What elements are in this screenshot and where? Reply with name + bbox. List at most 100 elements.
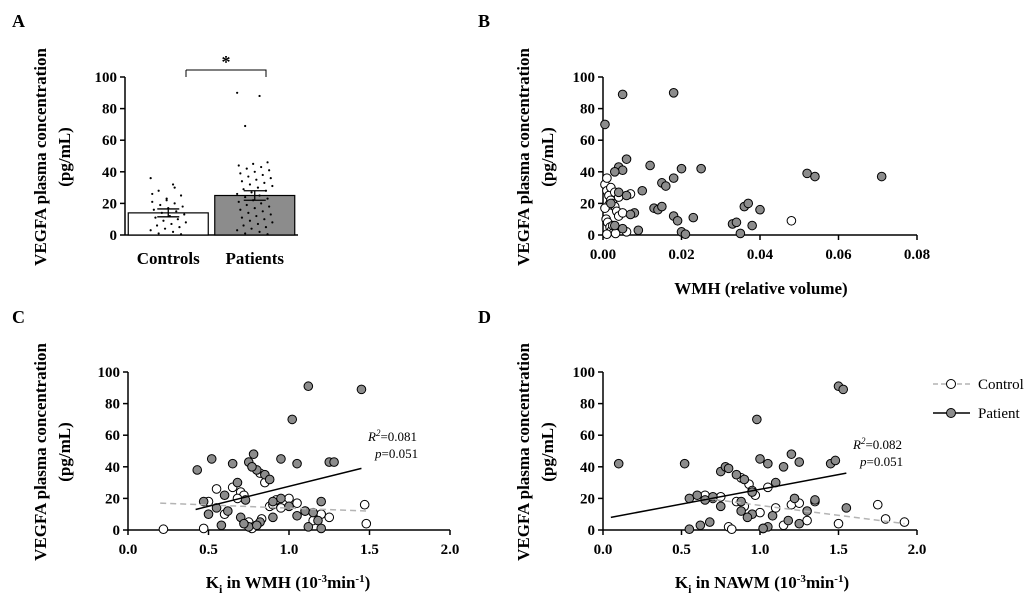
legend: Control Patient (933, 377, 1024, 422)
panel-d-letter: D (478, 307, 491, 327)
patient-point (794, 457, 805, 467)
control-point (602, 173, 612, 183)
patient-point (219, 490, 230, 501)
patient-point (227, 458, 238, 469)
bar-controls-point (151, 192, 154, 196)
patient-point (841, 503, 852, 513)
patient-point (731, 469, 742, 480)
panel-d-xlabel-sup2: -1 (834, 573, 843, 585)
bar-patients-point (248, 183, 252, 186)
bar-patients-point (247, 175, 250, 178)
patient-point (239, 518, 249, 529)
patient-point (668, 173, 679, 183)
bar-controls-point (157, 189, 160, 192)
panel-b-x-tick-label: 0.08 (904, 247, 930, 263)
bar-patients-point (255, 214, 258, 218)
control-point (786, 215, 797, 226)
legend-patient-label: Patient (978, 406, 1020, 422)
bar-controls-point (159, 203, 162, 207)
patient-point (723, 463, 734, 474)
control-trend-line (160, 502, 367, 512)
patient-point (731, 217, 742, 228)
bar-patients-point (266, 197, 269, 200)
panel-a-y-tick-label: 80 (102, 102, 117, 118)
panel-c-x-tick-label: 1.5 (360, 542, 379, 558)
panel-d-x-tick-label: 2.0 (908, 542, 927, 558)
panel-c-xlabel-end: min (327, 573, 356, 592)
bar-patients-point (266, 233, 269, 236)
bar-patients-point (237, 200, 240, 203)
bar-patients-point (252, 162, 255, 165)
patient-point (794, 518, 805, 529)
patient-point (838, 384, 849, 395)
patient-point (268, 512, 278, 523)
panel-d-p-annotation: p=0.051 (859, 454, 903, 469)
patient-point (248, 449, 259, 459)
bar-patients-point (247, 211, 250, 214)
panel-b-letter: B (478, 11, 490, 31)
bar-patients-point (268, 169, 271, 172)
bar-controls-point (163, 227, 167, 230)
panel-d-axes: 0 20 40 60 80 100 0.0 0.5 1.0 1.5 2.0 (573, 365, 927, 558)
patient-point (198, 496, 209, 507)
bar-patients-point (248, 219, 252, 222)
panel-b-y-tick-label: 80 (580, 102, 595, 118)
patient-point (223, 506, 233, 516)
bar-controls-point (171, 183, 175, 186)
panel-b-y-tick-label: 60 (580, 133, 595, 149)
patient-point (684, 524, 695, 535)
bar-controls-point (175, 210, 178, 213)
control-point (324, 512, 335, 523)
patient-point (696, 163, 706, 174)
bar-patients-point (261, 173, 264, 177)
panel-a-axes: 0 20 40 60 80 100 Controls Patients (95, 70, 298, 268)
panel-c-y-tick-label: 20 (105, 491, 120, 507)
patient-point (810, 495, 820, 505)
panel-c-xlabel-close: ) (365, 573, 371, 592)
patient-point (276, 454, 286, 464)
patient-point (284, 501, 294, 512)
patient-point (264, 474, 275, 485)
bar-patients-point (263, 218, 266, 221)
bar-patients-point (253, 170, 256, 173)
bar-patients-point (240, 180, 244, 183)
patient-point (672, 215, 683, 226)
control-point (726, 524, 737, 535)
panel-a-marks (127, 91, 296, 236)
patient-point (600, 119, 610, 130)
panel-a-y-tick-label: 60 (102, 133, 117, 149)
patient-point (617, 165, 628, 176)
bar-controls-point (173, 186, 176, 189)
bar-patients-point (245, 167, 248, 170)
panel-c-xlabel-main: K (206, 573, 220, 592)
panel-a-category-label: Controls (137, 249, 200, 268)
patient-point (613, 458, 624, 469)
panel-c-x-tick-label: 2.0 (441, 542, 460, 558)
bar-controls-point (183, 213, 186, 216)
bar-patients-point (263, 181, 266, 184)
panel-c-marks (158, 381, 372, 535)
bar-patients-point (271, 184, 274, 188)
patient-point (778, 462, 789, 472)
patient-point (783, 515, 794, 526)
panel-b-ylabel-line1: VEGFA plasma concentration (514, 48, 533, 266)
patient-point (206, 454, 217, 464)
panel-c-x-tick-label: 0.5 (199, 542, 218, 558)
patient-point (802, 168, 812, 179)
bar-patients-point (236, 91, 239, 94)
bar-patients-point (266, 161, 269, 164)
bar-patients-point (244, 232, 247, 235)
panel-c-p-annotation: p=0.051 (374, 446, 418, 461)
bar-patients-point (244, 195, 247, 199)
bar-patients-point (236, 192, 239, 196)
panel-c-r2-sup: 2 (376, 428, 381, 438)
panel-d-xlabel-sub: i (688, 582, 692, 596)
control-point (872, 499, 883, 510)
bar-controls-point (176, 218, 179, 221)
panel-d-xlabel-main: K (675, 573, 689, 592)
patient-point (276, 493, 286, 504)
bar-patients-point (260, 165, 263, 169)
patient-point (251, 520, 262, 531)
patient-point (755, 204, 765, 215)
